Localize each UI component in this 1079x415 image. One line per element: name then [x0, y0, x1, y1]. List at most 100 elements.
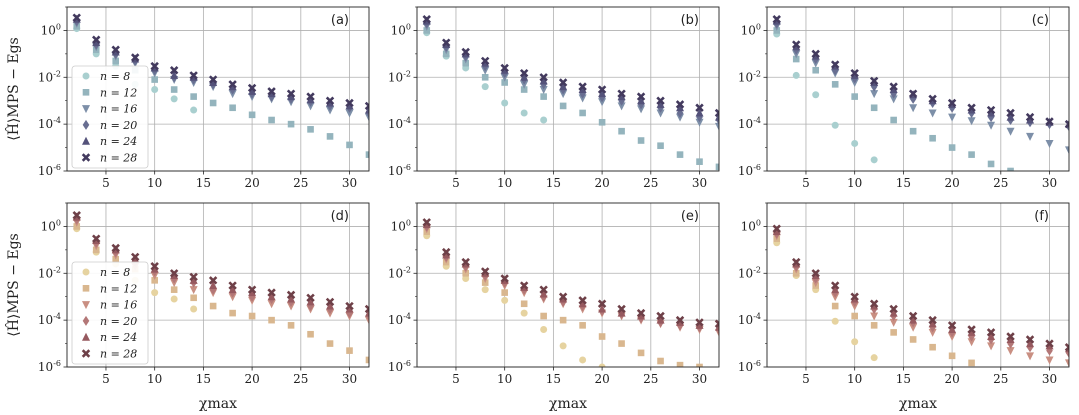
data-point: [150, 262, 159, 271]
data-point: [675, 315, 685, 325]
data-point: [947, 98, 957, 108]
data-point: [967, 103, 976, 112]
data-point: [656, 96, 665, 105]
data-point: [890, 329, 897, 336]
data-point: [1045, 117, 1054, 126]
data-point: [422, 218, 431, 227]
data-point: [714, 108, 719, 118]
data-point: [306, 293, 315, 303]
legend-entry: n = 20: [100, 119, 137, 132]
data-point: [228, 285, 237, 294]
data-point: [326, 133, 334, 140]
data-point: [345, 304, 354, 313]
data-point: [986, 328, 996, 337]
chart-panel-a: 5 10 15 20 25 30 100 10-2 10-4 10-6 (a) n = 8 n = 12…: [38, 6, 370, 190]
data-point: [597, 299, 607, 308]
data-point: [715, 122, 719, 131]
x-tick-label: 10: [497, 372, 512, 386]
data-point: [559, 102, 567, 110]
data-point: [968, 151, 975, 158]
series-group: [72, 13, 369, 158]
y-tick-label: 100: [41, 218, 61, 233]
legend-marker: [82, 72, 90, 80]
panel-label: (c): [1032, 13, 1049, 28]
data-point: [267, 288, 276, 297]
x-tick-label: 20: [944, 372, 959, 386]
chart-panel-c: 5 10 15 20 25 30 100 10-2 10-4 10-6 (c): [738, 6, 1070, 190]
data-point: [189, 71, 198, 80]
data-point: [637, 137, 645, 144]
panel-label: (b): [681, 13, 699, 28]
data-point: [480, 267, 490, 276]
data-point: [811, 269, 820, 278]
data-point: [111, 45, 120, 54]
data-point: [598, 333, 606, 340]
data-point: [617, 308, 626, 317]
data-point: [695, 320, 704, 329]
data-point: [268, 316, 275, 324]
data-point: [831, 302, 839, 310]
x-tick-label: 15: [896, 176, 911, 190]
data-point: [307, 126, 314, 133]
data-point: [715, 163, 719, 171]
data-point: [519, 68, 529, 78]
x-tick-label: 5: [452, 176, 460, 190]
data-point: [520, 109, 528, 117]
data-point: [170, 70, 179, 79]
data-point: [1006, 347, 1015, 356]
data-point: [928, 109, 937, 118]
data-point: [442, 38, 451, 47]
data-point: [540, 93, 547, 100]
data-point: [967, 325, 976, 334]
y-axis-label: ⟨Ĥ⟩MPS − Egs: [4, 37, 22, 140]
data-point: [500, 63, 509, 73]
data-point: [636, 92, 646, 101]
data-point: [909, 93, 917, 104]
data-point: [287, 294, 296, 303]
data-point: [812, 91, 820, 99]
data-point: [287, 120, 295, 128]
data-point: [792, 71, 800, 79]
axes-frame: [416, 6, 720, 172]
data-point: [1064, 119, 1069, 129]
data-point: [1026, 115, 1035, 124]
data-point: [130, 53, 140, 62]
data-point: [928, 315, 937, 325]
data-point: [811, 49, 820, 59]
data-point: [326, 301, 335, 310]
data-point: [831, 285, 840, 294]
data-point: [928, 328, 937, 337]
data-point: [229, 104, 236, 112]
data-point: [1006, 334, 1015, 343]
data-point: [1006, 108, 1015, 118]
data-point: [364, 101, 369, 111]
data-point: [267, 300, 276, 309]
data-point: [948, 352, 956, 360]
data-point: [287, 92, 296, 101]
y-tick-label: 10-2: [388, 265, 411, 280]
legend-entry: n = 28: [100, 152, 137, 165]
data-point: [345, 98, 354, 108]
x-tick-label: 10: [147, 372, 162, 386]
y-tick-label: 10-6: [738, 163, 761, 178]
x-tick-label: 15: [896, 372, 911, 386]
data-point: [500, 274, 509, 283]
data-point: [948, 144, 956, 151]
legend-entry: n = 28: [100, 348, 137, 361]
panel-label: (d): [331, 209, 349, 224]
data-point: [967, 327, 976, 336]
data-point: [345, 301, 354, 311]
data-point: [578, 299, 587, 308]
data-point: [578, 82, 587, 91]
y-tick-label: 10-4: [388, 116, 411, 131]
data-point: [598, 89, 607, 98]
data-point: [597, 85, 607, 94]
data-point: [228, 281, 237, 290]
data-point: [481, 73, 489, 81]
y-tick-label: 10-6: [388, 163, 411, 178]
data-point: [72, 13, 81, 22]
data-point: [130, 252, 140, 262]
data-point: [520, 72, 529, 81]
data-point: [345, 109, 354, 118]
chart-panel-d: 5 10 15 20 25 30 100 10-2 10-4 10-6 (d) n = 8 n = 12…: [38, 202, 370, 386]
